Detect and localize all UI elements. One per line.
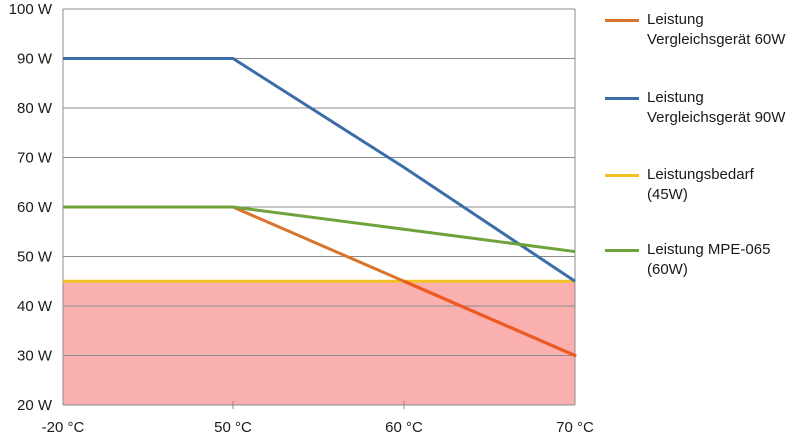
legend-label-leistungsbedarf-45w: Leistungsbedarf (45W)	[647, 165, 754, 205]
series-line	[63, 205, 576, 254]
legend-label-line: Leistung	[647, 11, 704, 28]
y-tick-label: 60 W	[17, 199, 53, 216]
highlight-segment	[402, 279, 577, 358]
y-tick-label: 30 W	[17, 348, 53, 365]
legend-swatch-mpe-065-60w	[605, 249, 639, 252]
x-axis-tick-labels: -20 °C 50 °C 60 °C 70 °C	[42, 419, 594, 436]
legend-swatch-vergleichsgeraet-90w	[605, 97, 639, 100]
grid-layer	[62, 8, 576, 409]
x-tick-label: 50 °C	[214, 419, 252, 436]
legend-label-line: Vergleichsgerät 90W	[647, 109, 786, 126]
legend-label-mpe-065-60w: Leistung MPE-065 (60W)	[647, 240, 770, 280]
y-axis-tick-labels: 20 W 30 W 40 W 50 W 60 W 70 W 80 W 90 W 100 W	[9, 1, 53, 414]
y-tick-label: 50 W	[17, 249, 53, 266]
legend-label-line: Leistung	[647, 89, 704, 106]
y-tick-label: 20 W	[17, 397, 53, 414]
x-tick-label: 70 °C	[556, 419, 594, 436]
legend-label-line: (60W)	[647, 261, 688, 278]
legend-label-line: (45W)	[647, 186, 688, 203]
legend-swatch-vergleichsgeraet-60w	[605, 19, 639, 22]
y-tick-label: 70 W	[17, 150, 53, 167]
shaded-region	[63, 281, 575, 405]
x-tick-label: 60 °C	[385, 419, 423, 436]
legend-swatch-leistungsbedarf-45w	[605, 174, 639, 177]
x-tick-label: -20 °C	[42, 419, 85, 436]
legend-label-line: Leistung MPE-065	[647, 241, 771, 258]
shaded-region-layer	[63, 281, 575, 405]
series-line	[63, 57, 576, 283]
y-tick-label: 90 W	[17, 51, 53, 68]
legend-label-line: Vergleichsgerät 60W	[647, 31, 786, 48]
y-tick-label: 100 W	[9, 1, 53, 18]
legend-label-vergleichsgeraet-60w: Leistung Vergleichsgerät 60W	[647, 10, 785, 50]
legend-label-vergleichsgeraet-90w: Leistung Vergleichsgerät 90W	[647, 88, 785, 128]
legend-label-line: Leistungsbedarf	[647, 166, 754, 183]
series-layer	[63, 57, 577, 358]
y-tick-label: 40 W	[17, 298, 53, 315]
y-tick-label: 80 W	[17, 100, 53, 117]
